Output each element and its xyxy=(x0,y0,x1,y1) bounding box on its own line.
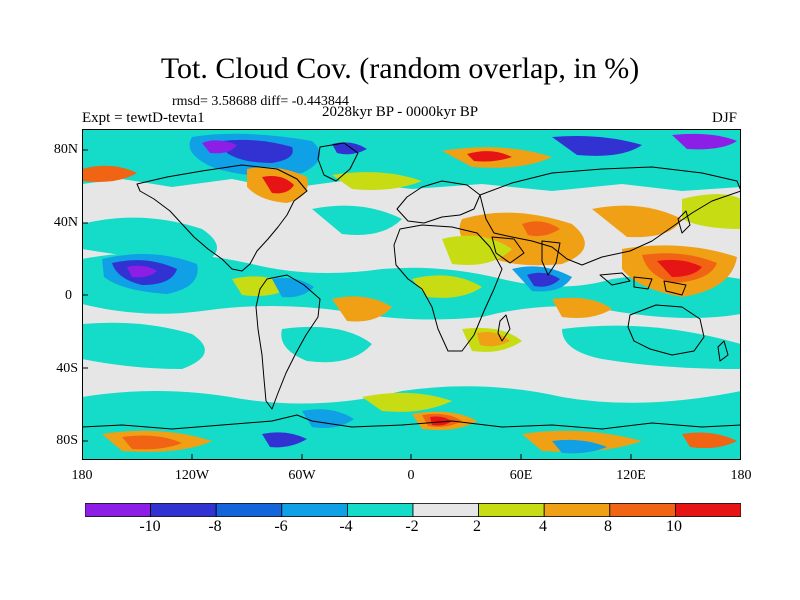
coastline xyxy=(541,240,561,276)
lon-label: 120E xyxy=(616,468,646,483)
lon-label: 0 xyxy=(407,468,415,483)
experiment-label: Expt = tewtD-tevta1 xyxy=(82,110,205,126)
lon-label: 180 xyxy=(730,468,752,483)
anomaly-patch xyxy=(562,325,741,369)
tick-marks xyxy=(82,149,741,460)
anomaly-patch xyxy=(657,259,702,277)
anomaly-patch xyxy=(332,296,392,322)
lat-label: 80N xyxy=(53,142,78,157)
coastline xyxy=(677,210,691,234)
anomaly-patch xyxy=(672,133,737,150)
anomaly-patch xyxy=(222,139,293,163)
anomaly-patch xyxy=(82,165,137,182)
colorbar-label: -4 xyxy=(339,518,353,535)
anomaly-patch xyxy=(552,439,607,454)
anomaly-patch xyxy=(592,205,682,238)
anomaly-patch xyxy=(202,140,237,154)
coastlines xyxy=(82,142,741,430)
anomaly-patch xyxy=(127,265,157,278)
coastline xyxy=(317,142,359,182)
coastline xyxy=(663,280,687,296)
lon-label: 120W xyxy=(174,468,210,483)
colorbar-boxes xyxy=(85,503,741,517)
anomaly-patch xyxy=(527,272,560,287)
colorbar-box xyxy=(85,503,151,517)
coastline xyxy=(393,224,503,352)
colorbar-box xyxy=(346,503,414,517)
anomaly-patch xyxy=(82,322,205,369)
lon-label: 180 xyxy=(71,468,93,483)
period-text: 2028kyr BP - 0000kyr BP xyxy=(322,104,479,120)
colorbar-box xyxy=(412,503,479,517)
coastline xyxy=(627,304,705,356)
colorbar-label: 4 xyxy=(539,518,547,535)
anomaly-patch xyxy=(412,275,482,298)
coastline xyxy=(633,276,653,290)
anomaly-patch xyxy=(552,297,612,318)
colorbar-label: 10 xyxy=(666,518,682,535)
colorbar-label: 8 xyxy=(604,518,612,535)
anomaly-patch xyxy=(262,176,294,194)
anomaly-patch xyxy=(122,435,182,450)
coastline xyxy=(255,274,321,410)
coastline xyxy=(479,166,741,266)
anomaly-patch xyxy=(552,136,642,156)
colorbar-box xyxy=(675,503,741,517)
coastline xyxy=(497,314,511,342)
anomaly-patch xyxy=(272,278,314,298)
anomaly-patch xyxy=(332,172,422,190)
colorbar xyxy=(85,503,741,517)
lon-label: 60W xyxy=(288,468,316,483)
coastline xyxy=(396,180,481,224)
anomaly-patch xyxy=(430,416,452,426)
coastline xyxy=(717,340,729,362)
anomaly-field xyxy=(82,129,741,460)
anomaly-patch xyxy=(281,326,372,363)
stats-text: rmsd= 3.58688 diff= -0.443844 xyxy=(172,94,349,109)
colorbar-label: -10 xyxy=(139,518,161,535)
season-label: DJF xyxy=(712,110,738,126)
lat-label: 0 xyxy=(65,288,72,303)
lat-label: 40N xyxy=(53,215,78,230)
colorbar-box xyxy=(150,503,217,517)
lon-label: 60E xyxy=(509,468,533,483)
anomaly-patch xyxy=(522,221,560,237)
anomaly-patch xyxy=(682,194,741,229)
coastline xyxy=(491,236,525,264)
anomaly-patch xyxy=(332,142,367,155)
colorbar-box xyxy=(478,503,545,517)
colorbar-box xyxy=(543,503,611,517)
anomaly-patch xyxy=(362,392,452,412)
colorbar-box xyxy=(609,503,676,517)
anomaly-patch xyxy=(302,409,354,428)
coastline xyxy=(599,272,631,286)
anomaly-patch xyxy=(467,151,512,162)
colorbar-label: -6 xyxy=(274,518,288,535)
colorbar-box xyxy=(215,503,283,517)
colorbar-box xyxy=(281,503,348,517)
anomaly-patch xyxy=(312,205,402,235)
anomaly-patch xyxy=(262,432,307,448)
anomaly-patch xyxy=(82,217,217,264)
coastline xyxy=(82,414,741,430)
map-panel xyxy=(82,129,741,460)
colorbar-label: 2 xyxy=(473,518,481,535)
coastline xyxy=(136,164,308,272)
anomaly-patch xyxy=(682,432,737,449)
anomaly-patch xyxy=(477,332,510,347)
lat-label: 40S xyxy=(56,361,78,376)
plot-title: Tot. Cloud Cov. (random overlap, in %) xyxy=(160,52,640,85)
anomaly-patch xyxy=(442,235,512,265)
colorbar-label: -2 xyxy=(405,518,419,535)
lat-label: 80S xyxy=(56,433,78,448)
colorbar-label: -8 xyxy=(208,518,222,535)
